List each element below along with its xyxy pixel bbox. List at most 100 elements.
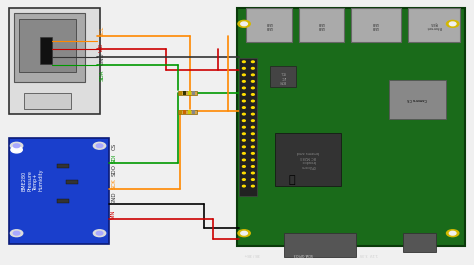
Circle shape bbox=[242, 153, 246, 154]
Circle shape bbox=[251, 74, 254, 76]
Bar bbox=[408, 8, 460, 42]
Text: SCK: SCK bbox=[111, 179, 116, 189]
Circle shape bbox=[242, 94, 246, 95]
Circle shape bbox=[93, 230, 106, 237]
Circle shape bbox=[242, 74, 246, 76]
Circle shape bbox=[242, 68, 246, 69]
Text: 🍓: 🍓 bbox=[288, 175, 295, 185]
Circle shape bbox=[251, 153, 254, 154]
Bar bbox=[183, 110, 186, 114]
Circle shape bbox=[11, 147, 22, 153]
Text: USB
USB: USB USB bbox=[372, 21, 379, 29]
Circle shape bbox=[96, 231, 103, 235]
Circle shape bbox=[242, 179, 246, 180]
Bar bbox=[57, 199, 69, 203]
Circle shape bbox=[449, 22, 456, 26]
Circle shape bbox=[251, 133, 254, 135]
Bar bbox=[19, 19, 76, 72]
Circle shape bbox=[242, 61, 246, 63]
Circle shape bbox=[242, 133, 246, 135]
Circle shape bbox=[251, 166, 254, 167]
Text: USB
USB: USB USB bbox=[318, 21, 325, 29]
Circle shape bbox=[93, 142, 106, 149]
Circle shape bbox=[242, 159, 246, 161]
Circle shape bbox=[242, 172, 246, 174]
Bar bbox=[284, 233, 356, 257]
Circle shape bbox=[251, 179, 254, 180]
Circle shape bbox=[242, 87, 246, 89]
Bar bbox=[9, 138, 109, 244]
Text: SDI: SDI bbox=[111, 154, 116, 163]
Bar bbox=[192, 110, 195, 114]
Text: USB
USB: USB USB bbox=[265, 21, 273, 29]
Text: BCM
I2C
SCL: BCM I2C SCL bbox=[280, 70, 286, 83]
Circle shape bbox=[241, 231, 247, 235]
Bar bbox=[188, 110, 191, 114]
Circle shape bbox=[251, 146, 254, 148]
Circle shape bbox=[251, 61, 254, 63]
Circle shape bbox=[251, 68, 254, 69]
Bar bbox=[237, 8, 465, 246]
Text: VIN: VIN bbox=[111, 209, 116, 219]
Bar bbox=[179, 91, 182, 95]
Circle shape bbox=[447, 20, 459, 27]
Text: SDA: SDA bbox=[100, 69, 104, 81]
Text: SCL: SCL bbox=[100, 25, 104, 36]
Circle shape bbox=[242, 126, 246, 128]
Circle shape bbox=[251, 126, 254, 128]
Text: Ethernet
RJ45: Ethernet RJ45 bbox=[426, 21, 441, 29]
Circle shape bbox=[242, 113, 246, 115]
Circle shape bbox=[10, 142, 23, 149]
Circle shape bbox=[251, 120, 254, 121]
Circle shape bbox=[251, 87, 254, 89]
Text: 3B / 3B+: 3B / 3B+ bbox=[244, 252, 260, 257]
Circle shape bbox=[242, 81, 246, 82]
Circle shape bbox=[242, 146, 246, 148]
Circle shape bbox=[10, 230, 23, 237]
Bar bbox=[24, 93, 71, 109]
Bar bbox=[351, 8, 401, 42]
Circle shape bbox=[13, 231, 20, 235]
Circle shape bbox=[251, 94, 254, 95]
Circle shape bbox=[242, 185, 246, 187]
Bar bbox=[178, 91, 197, 95]
Circle shape bbox=[251, 107, 254, 108]
Circle shape bbox=[242, 166, 246, 167]
Circle shape bbox=[242, 120, 246, 121]
Text: CPUcom
broadco
BC M283
bmems amd: CPUcom broadco BC M283 bmems amd bbox=[297, 150, 319, 168]
Bar bbox=[9, 8, 100, 114]
Circle shape bbox=[13, 144, 20, 148]
Circle shape bbox=[251, 81, 254, 82]
Circle shape bbox=[96, 144, 103, 148]
Circle shape bbox=[238, 230, 250, 237]
Bar bbox=[246, 8, 292, 42]
Bar bbox=[183, 91, 186, 95]
Circle shape bbox=[251, 159, 254, 161]
Circle shape bbox=[449, 231, 456, 235]
Text: 1.2V  3.3V: 1.2V 3.3V bbox=[360, 252, 379, 257]
Circle shape bbox=[238, 20, 250, 27]
Circle shape bbox=[251, 100, 254, 102]
Text: SDA GPIO3: SDA GPIO3 bbox=[294, 252, 313, 257]
Bar bbox=[178, 110, 197, 114]
Circle shape bbox=[241, 22, 247, 26]
Bar bbox=[270, 66, 296, 87]
Bar bbox=[188, 91, 191, 95]
Circle shape bbox=[242, 139, 246, 141]
Text: VID: VID bbox=[100, 42, 104, 52]
Circle shape bbox=[251, 113, 254, 115]
Bar bbox=[389, 80, 446, 119]
Bar bbox=[179, 110, 182, 114]
Bar bbox=[40, 37, 52, 64]
Circle shape bbox=[447, 230, 459, 237]
Bar bbox=[299, 8, 344, 42]
Bar bbox=[275, 132, 341, 186]
Bar bbox=[239, 58, 257, 196]
Text: GND: GND bbox=[100, 52, 104, 65]
Circle shape bbox=[242, 107, 246, 108]
Circle shape bbox=[242, 100, 246, 102]
Bar bbox=[57, 164, 69, 168]
Bar bbox=[14, 13, 85, 82]
Circle shape bbox=[251, 185, 254, 187]
Text: BME280
Pressure
Temp+
Humidity: BME280 Pressure Temp+ Humidity bbox=[21, 169, 44, 191]
